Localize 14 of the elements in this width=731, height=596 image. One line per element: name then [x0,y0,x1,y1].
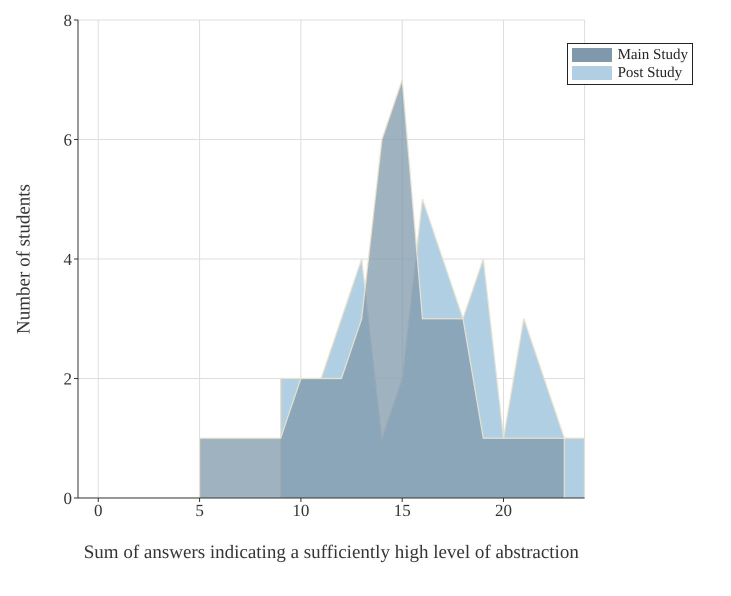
y-tick-label: 4 [64,250,72,270]
x-tick-label: 10 [292,501,310,520]
y-tick-label: 2 [64,370,72,389]
legend-label: Main Study [618,46,688,64]
y-tick-label: 0 [64,489,72,508]
y-axis-title: Number of students [14,184,35,334]
x-axis-title: Sum of answers indicating a sufficiently high level of abstraction [84,542,580,563]
y-tick-label: 6 [64,130,72,150]
y-tick-label: 8 [64,11,72,30]
x-tick-label: 5 [195,501,204,520]
x-tick-label: 15 [394,501,411,520]
x-tick-label: 0 [94,501,103,520]
legend-label: Post Study [618,64,682,82]
x-tick-label: 20 [495,501,512,520]
